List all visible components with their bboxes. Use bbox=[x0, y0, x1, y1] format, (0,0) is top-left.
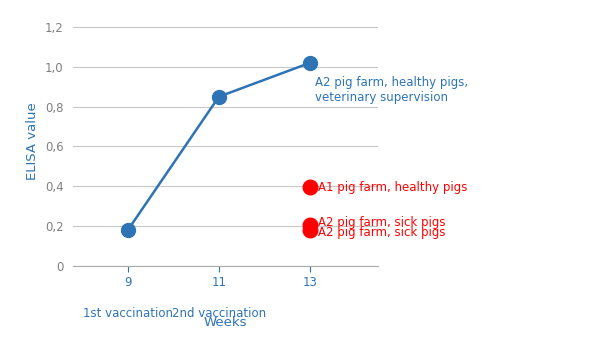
Point bbox=[305, 222, 315, 228]
Text: 1st vaccination: 1st vaccination bbox=[83, 307, 173, 320]
Text: 2nd vaccination: 2nd vaccination bbox=[172, 307, 266, 320]
Y-axis label: ELISA value: ELISA value bbox=[26, 103, 39, 180]
Text: A2 pig farm, sick pigs: A2 pig farm, sick pigs bbox=[318, 226, 446, 239]
X-axis label: Weeks: Weeks bbox=[204, 316, 248, 329]
Point bbox=[305, 184, 315, 190]
Point bbox=[305, 227, 315, 233]
Text: A1 pig farm, healthy pigs: A1 pig farm, healthy pigs bbox=[318, 181, 467, 194]
Text: A2 pig farm, healthy pigs,
veterinary supervision: A2 pig farm, healthy pigs, veterinary su… bbox=[315, 76, 468, 104]
Text: A2 pig farm, sick pigs: A2 pig farm, sick pigs bbox=[318, 216, 446, 229]
